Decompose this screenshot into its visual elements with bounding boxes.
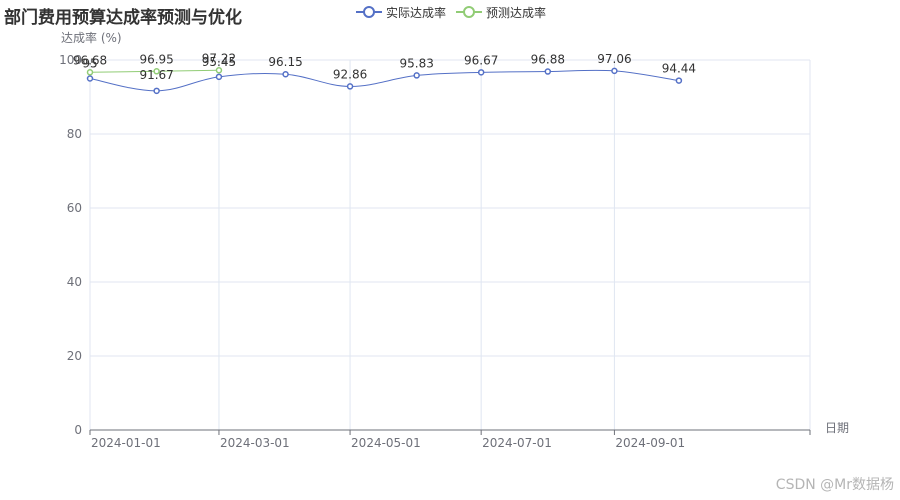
data-point-actual <box>544 68 552 75</box>
y-tick-label: 40 <box>67 275 82 289</box>
data-label-actual: 92.86 <box>333 67 367 81</box>
data-label-actual: 96.15 <box>268 55 302 69</box>
x-tick-label: 2024-01-01 <box>91 436 161 450</box>
y-tick-label: 100 <box>59 53 82 67</box>
data-point-forecast <box>153 68 160 75</box>
data-point-actual <box>86 75 94 82</box>
data-label-actual: 91.67 <box>139 68 173 82</box>
watermark: CSDN @Mr数据杨 <box>775 477 894 493</box>
data-label-forecast: 96.95 <box>139 52 173 66</box>
legend-item-actual[interactable]: 实际达成率 <box>356 4 446 21</box>
data-label-actual: 94.44 <box>662 62 696 76</box>
data-point-actual <box>413 72 420 79</box>
data-label-actual: 97.06 <box>597 52 631 66</box>
legend-item-forecast[interactable]: 预测达成率 <box>456 4 546 21</box>
data-label-actual: 95.83 <box>400 56 434 70</box>
y-tick-label: 60 <box>67 201 82 215</box>
y-tick-label: 20 <box>67 349 82 363</box>
data-point-actual <box>675 77 683 84</box>
data-label-forecast: 96.68 <box>73 53 107 67</box>
legend: 实际达成率 预测达成率 <box>356 3 546 21</box>
legend-swatch-actual-icon <box>356 6 382 18</box>
x-axis-label: 日期 <box>825 421 849 435</box>
series-layer <box>86 67 683 95</box>
legend-label-forecast: 预测达成率 <box>486 5 547 20</box>
data-point-forecast <box>86 69 94 76</box>
data-point-actual <box>215 73 223 81</box>
y-tick-label: 80 <box>67 127 82 141</box>
legend-swatch-forecast-icon <box>456 6 483 18</box>
data-label-actual: 95 <box>82 57 97 71</box>
y-tick-label: 0 <box>74 423 82 437</box>
data-label-actual: 96.67 <box>464 53 498 67</box>
data-point-actual <box>477 69 485 76</box>
data-point-forecast <box>215 67 223 74</box>
axes: 达成率 (%) 日期 0 20 40 60 80 100 2024-01-01 2024-03… <box>59 30 849 450</box>
data-point-actual <box>282 70 289 78</box>
data-point-actual <box>153 87 160 95</box>
series-line-actual <box>89 69 679 92</box>
chart-title: 部门费用预算达成率预测与优化 <box>4 8 242 28</box>
y-axis-label: 达成率 (%) <box>61 30 122 45</box>
data-label-actual: 96.88 <box>531 53 565 67</box>
grid-lines <box>89 59 811 430</box>
data-label-actual: 95.45 <box>202 55 236 69</box>
data-label-layer: 95 91.67 95.45 96.15 92.86 95.83 96.67 96.88 97.… <box>73 51 696 82</box>
data-point-actual <box>611 67 618 75</box>
data-label-forecast: 97.22 <box>202 51 236 65</box>
x-tick-label: 2024-07-01 <box>482 436 552 450</box>
x-tick-label: 2024-09-01 <box>615 436 685 450</box>
data-point-actual <box>346 83 354 90</box>
x-tick-label: 2024-03-01 <box>220 436 290 450</box>
legend-label-actual: 实际达成率 <box>386 5 447 20</box>
x-tick-label: 2024-05-01 <box>351 436 421 450</box>
